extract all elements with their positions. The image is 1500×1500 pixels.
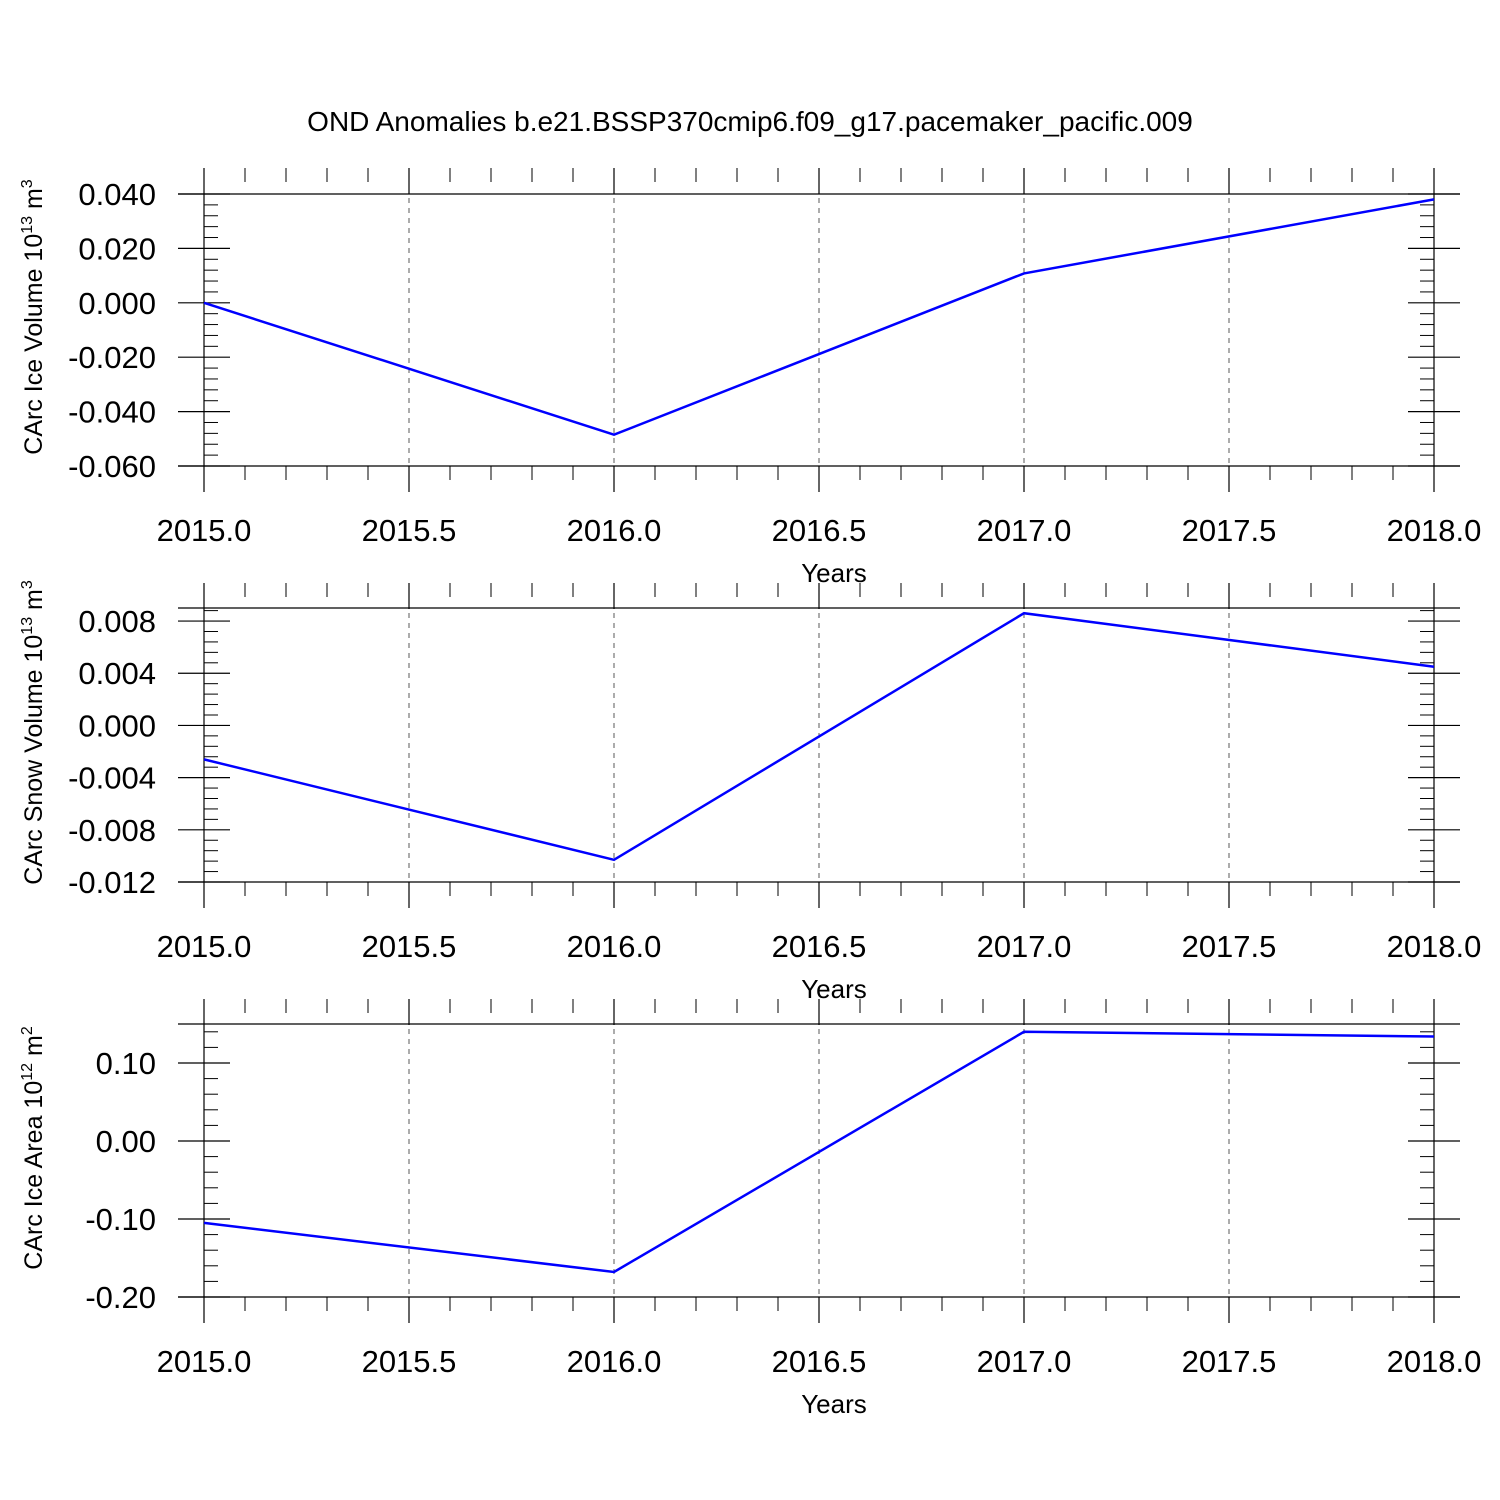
- x-tick-label: 2016.5: [772, 929, 867, 964]
- panel-2: 2015.0 2015.5 2016.0 2016.5 2017.0 2017.5 2018…: [19, 580, 1481, 1004]
- series-line-1: [203, 198, 1435, 437]
- y-axis-label-ylabel-unit-exp: 2: [19, 1026, 36, 1035]
- y-tick-label: -0.012: [68, 865, 156, 900]
- x-tick-label: 2017.0: [977, 1344, 1072, 1379]
- x-tick-label: 2015.5: [362, 1344, 457, 1379]
- y-tick-label: -0.020: [68, 340, 156, 375]
- x-tick-label: 2018.0: [1387, 929, 1482, 964]
- y-tick-label: 0.000: [78, 708, 156, 743]
- y-tick-label: -0.040: [68, 395, 156, 430]
- x-tick-label: 2018.0: [1387, 1344, 1482, 1379]
- y-tick-label: -0.20: [85, 1280, 156, 1315]
- series-line-1: [203, 611, 1435, 862]
- y-tick-label: 0.004: [78, 656, 156, 691]
- x-tick-label: 2015.0: [157, 513, 252, 548]
- series-line-1: [203, 1030, 1435, 1274]
- x-tick-label: 2016.5: [772, 1344, 867, 1379]
- x-axis-label: Years: [801, 1389, 867, 1419]
- y-tick-label: 0.020: [78, 231, 156, 266]
- x-tick-label: 2017.0: [977, 513, 1072, 548]
- y-axis-label-ylabel-exp: 13: [19, 617, 36, 635]
- y-axis-label-ylabel-unit: m: [20, 188, 48, 216]
- panel-1: 2015.0 2015.5 2016.0 2016.5 2017.0 2017.5 2018…: [19, 168, 1481, 588]
- y-axis-label: CArc Snow Volume 1013 m3: [19, 580, 48, 885]
- y-tick-label: 0.10: [96, 1046, 156, 1081]
- y-axis-label-ylabel-exp: 13: [19, 216, 36, 234]
- y-tick-label: 0.040: [78, 177, 156, 212]
- x-tick-label: 2017.5: [1182, 1344, 1277, 1379]
- x-tick-label: 2017.5: [1182, 513, 1277, 548]
- x-tick-label: 2015.0: [157, 929, 252, 964]
- y-tick-label: 0.00: [96, 1124, 156, 1159]
- y-tick-label: -0.060: [68, 449, 156, 484]
- y-axis-label-ylabel-unit: m: [20, 589, 48, 617]
- y-tick-label: -0.004: [68, 761, 156, 796]
- y-axis-label-ylabel-unit-exp: 3: [19, 580, 36, 589]
- x-tick-label: 2015.5: [362, 513, 457, 548]
- x-tick-label: 2016.5: [772, 513, 867, 548]
- x-tick-label: 2016.0: [567, 929, 662, 964]
- panel-3: 2015.0 2015.5 2016.0 2016.5 2017.0 2017.5 2018…: [19, 999, 1481, 1419]
- x-tick-label: 2017.0: [977, 929, 1072, 964]
- y-tick-label: 0.000: [78, 286, 156, 321]
- x-axis-label: Years: [801, 558, 867, 588]
- y-tick-label: -0.10: [85, 1202, 156, 1237]
- x-axis-label: Years: [801, 974, 867, 1004]
- x-tick-label: 2017.5: [1182, 929, 1277, 964]
- y-axis-label-ylabel-main: CArc Snow Volume 10: [20, 635, 48, 885]
- x-tick-label: 2015.5: [362, 929, 457, 964]
- y-axis-label: CArc Ice Volume 1013 m3: [19, 179, 48, 455]
- x-tick-label: 2016.0: [567, 1344, 662, 1379]
- x-tick-label: 2016.0: [567, 513, 662, 548]
- y-axis-label: CArc Ice Area 1012 m2: [19, 1026, 48, 1270]
- y-axis-label-ylabel-main: CArc Ice Volume 10: [20, 234, 48, 455]
- x-tick-label: 2015.0: [157, 1344, 252, 1379]
- y-axis-label-ylabel-main: CArc Ice Area 10: [20, 1081, 48, 1270]
- y-tick-label: -0.008: [68, 813, 156, 848]
- y-tick-label: 0.008: [78, 604, 156, 639]
- x-tick-label: 2018.0: [1387, 513, 1482, 548]
- y-axis-label-ylabel-unit: m: [20, 1035, 48, 1063]
- panels: 2015.0 2015.5 2016.0 2016.5 2017.0 2017.5 2018…: [19, 168, 1481, 1419]
- y-axis-label-ylabel-unit-exp: 3: [19, 179, 36, 188]
- figure-title: OND Anomalies b.e21.BSSP370cmip6.f09_g17…: [307, 106, 1193, 137]
- y-axis-label-ylabel-exp: 12: [19, 1063, 36, 1081]
